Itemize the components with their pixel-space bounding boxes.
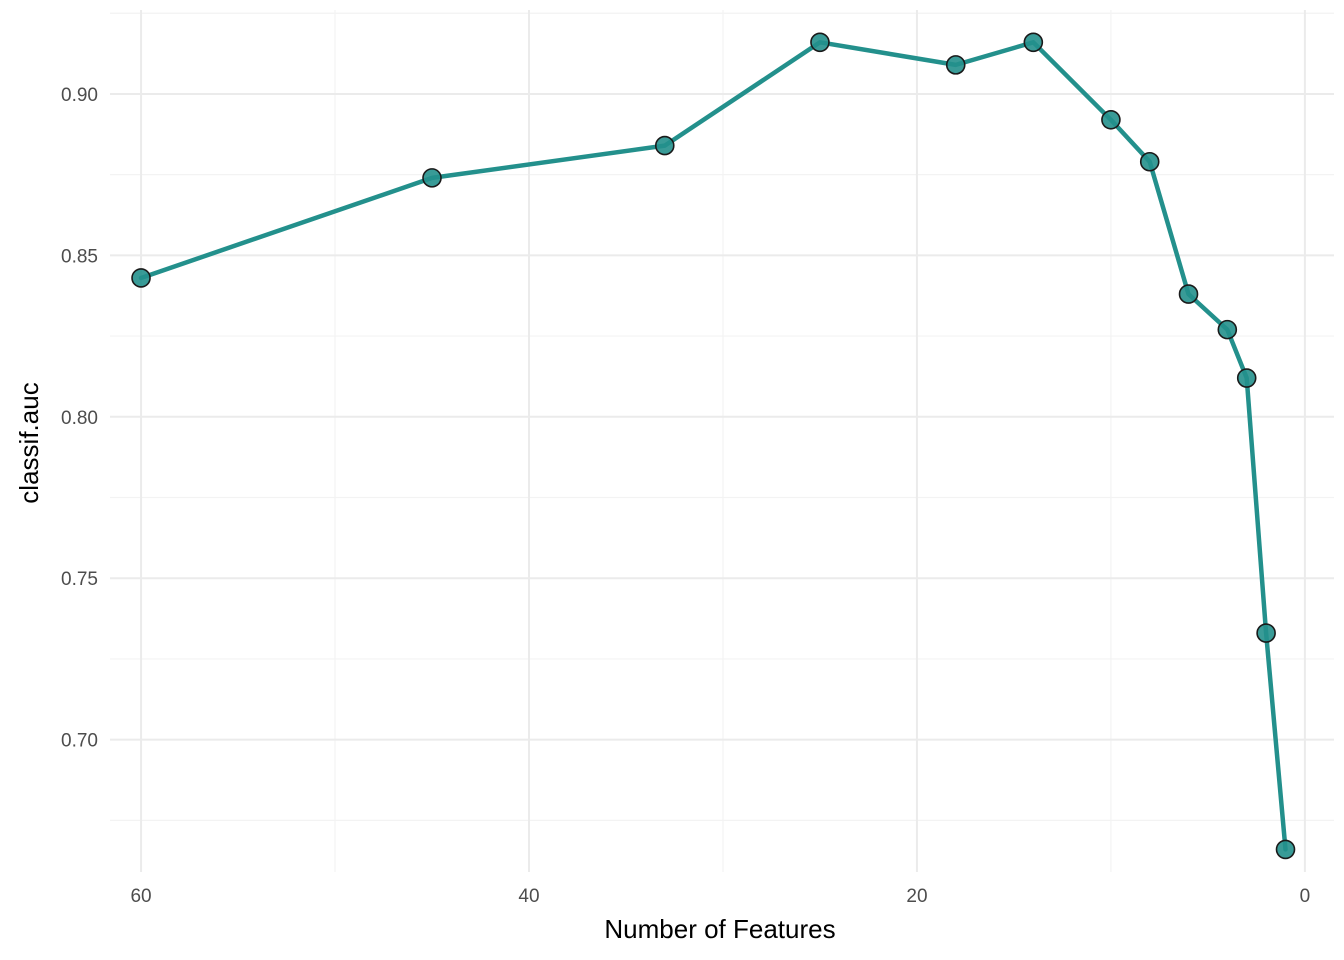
- data-point: [1178, 284, 1199, 304]
- y-tick-label: 0.90: [61, 85, 98, 106]
- data-point: [1101, 109, 1121, 130]
- y-tick-label: 0.70: [61, 731, 98, 752]
- data-point: [810, 32, 830, 53]
- x-axis-title: Number of Features: [604, 914, 835, 944]
- series-line: [138, 40, 1288, 852]
- major-grid: [110, 10, 1334, 872]
- data-point: [1023, 32, 1044, 53]
- data-point: [1256, 623, 1276, 643]
- y-axis-title: classif.auc: [14, 382, 44, 503]
- y-tick-label: 0.80: [61, 408, 98, 429]
- data-point: [945, 55, 966, 75]
- minor-grid: [110, 10, 1334, 872]
- x-tick-label: 20: [906, 886, 927, 907]
- x-tick-label: 0: [1300, 886, 1311, 907]
- data-point: [422, 168, 442, 188]
- y-tick-label: 0.85: [61, 246, 98, 267]
- x-tick-label: 40: [518, 886, 539, 907]
- data-point: [131, 268, 151, 288]
- plot-area: [131, 32, 1296, 860]
- data-point: [1275, 839, 1296, 860]
- data-point: [1217, 319, 1238, 340]
- x-axis-ticks: 60 40 20 0: [130, 886, 1310, 907]
- data-point: [654, 135, 675, 156]
- x-tick-label: 60: [130, 886, 151, 907]
- data-point: [1236, 368, 1257, 388]
- y-tick-label: 0.75: [61, 569, 98, 590]
- y-axis-ticks: 0.70 0.75 0.80 0.85 0.90: [61, 85, 98, 752]
- data-point: [1139, 151, 1160, 172]
